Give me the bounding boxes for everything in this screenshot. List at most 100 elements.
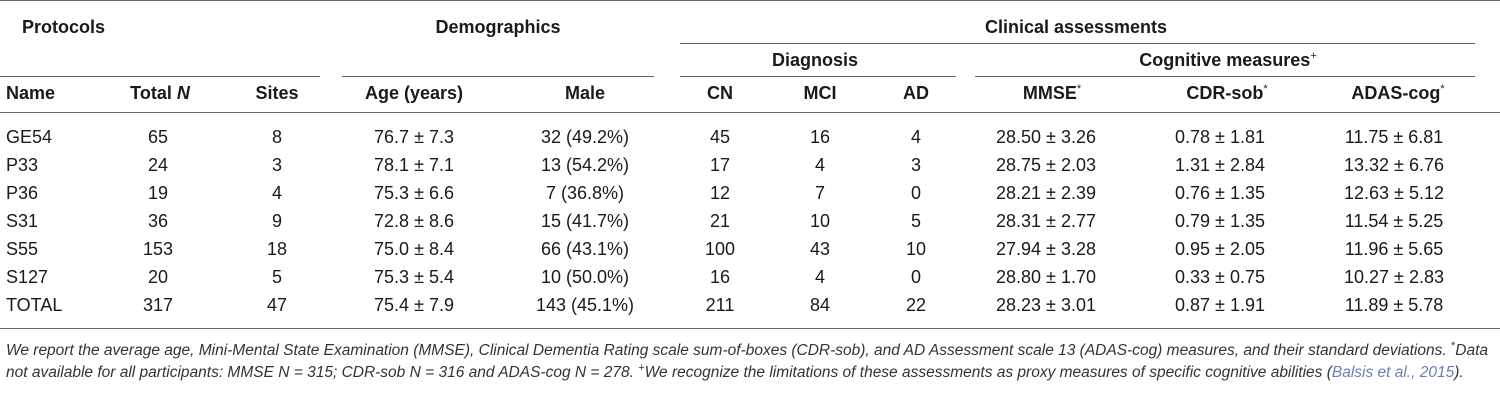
- protocols-rule: [0, 76, 320, 77]
- cell-cn: 16: [709, 267, 731, 287]
- subgroup-header-cognitive: Cognitive measures+: [1139, 49, 1317, 71]
- cognitive-rule: [975, 76, 1475, 77]
- cell-age: 75.3 ± 6.6: [374, 183, 454, 203]
- cell-male: 66 (43.1%): [540, 239, 630, 259]
- footnote-star-mark: *: [1450, 339, 1456, 352]
- cell-mci: 84: [809, 295, 831, 315]
- cell-ad: 5: [910, 211, 922, 231]
- cell-mci: 43: [809, 239, 831, 259]
- cdr-star-mark: *: [1263, 83, 1268, 95]
- cell-name: S127: [6, 267, 49, 287]
- cell-male: 13 (54.2%): [540, 155, 630, 175]
- cell-cn: 12: [709, 183, 731, 203]
- cell-total: 317: [142, 295, 174, 315]
- cell-name: P36: [6, 183, 39, 203]
- cell-total: 19: [147, 183, 169, 203]
- table-row: P33 24 3 78.1 ± 7.1 13 (54.2%) 17 4 3 28…: [0, 154, 1500, 182]
- cell-cn: 21: [709, 211, 731, 231]
- table-row: P36 19 4 75.3 ± 6.6 7 (36.8%) 12 7 0 28.…: [0, 182, 1500, 210]
- cdr-label: CDR-sob: [1186, 83, 1264, 103]
- table-row: GE54 65 8 76.7 ± 7.3 32 (49.2%) 45 16 4 …: [0, 126, 1500, 154]
- cell-total: 65: [147, 127, 169, 147]
- cell-mci: 4: [814, 155, 826, 175]
- cell-mmse: 28.31 ± 2.77: [996, 211, 1096, 231]
- cell-cdr: 0.78 ± 1.81: [1175, 127, 1265, 147]
- cell-adas: 13.32 ± 6.76: [1344, 155, 1444, 175]
- cell-mci: 4: [814, 267, 826, 287]
- col-header-cdr: CDR-sob*: [1186, 82, 1267, 104]
- cell-name: S31: [6, 211, 39, 231]
- cell-ad: 3: [910, 155, 922, 175]
- table-row-total: TOTAL 317 47 75.4 ± 7.9 143 (45.1%) 211 …: [0, 294, 1500, 322]
- cognitive-plus-mark: +: [1310, 50, 1317, 62]
- col-header-adas: ADAS-cog*: [1351, 82, 1444, 104]
- cell-sites: 18: [266, 239, 288, 259]
- cell-sites: 3: [271, 155, 283, 175]
- table-top-rule: [0, 0, 1500, 1]
- cell-cn: 211: [705, 295, 735, 315]
- header-bottom-rule: [0, 112, 1500, 113]
- cell-adas: 10.27 ± 2.83: [1344, 267, 1444, 287]
- cell-total: 36: [147, 211, 169, 231]
- adas-label: ADAS-cog: [1351, 83, 1441, 103]
- cell-cdr: 0.33 ± 0.75: [1175, 267, 1265, 287]
- mmse-label: MMSE: [1022, 83, 1077, 103]
- cell-name: S55: [6, 239, 39, 259]
- col-header-mci: MCI: [803, 83, 837, 103]
- cell-ad: 0: [910, 183, 922, 203]
- footnote-plus-mark: +: [638, 361, 645, 374]
- citation-link[interactable]: Balsis et al., 2015: [1331, 364, 1455, 381]
- cell-age: 75.3 ± 5.4: [374, 267, 454, 287]
- cell-cdr: 0.79 ± 1.35: [1175, 211, 1265, 231]
- cell-total: 20: [147, 267, 169, 287]
- cell-sites: 4: [271, 183, 283, 203]
- col-header-cn: CN: [707, 83, 733, 103]
- cell-mmse: 28.21 ± 2.39: [996, 183, 1096, 203]
- footnote-text-1: We report the average age, Mini-Mental S…: [6, 342, 1451, 359]
- cell-male: 32 (49.2%): [540, 127, 630, 147]
- cell-mmse: 28.80 ± 1.70: [996, 267, 1096, 287]
- cell-mci: 10: [809, 211, 831, 231]
- cell-adas: 11.89 ± 5.78: [1344, 295, 1444, 315]
- footnote-text-3: We recognize the limitations of these as…: [644, 364, 1332, 381]
- table-footnote: We report the average age, Mini-Mental S…: [6, 340, 1494, 384]
- cell-sites: 8: [271, 127, 283, 147]
- cell-ad: 4: [910, 127, 922, 147]
- total-n-label: N: [176, 83, 190, 103]
- cell-cn: 17: [709, 155, 731, 175]
- subgroup-header-diagnosis: Diagnosis: [771, 50, 859, 70]
- cell-adas: 12.63 ± 5.12: [1344, 183, 1444, 203]
- cell-sites: 47: [266, 295, 288, 315]
- cell-adas: 11.54 ± 5.25: [1344, 211, 1444, 231]
- adas-star-mark: *: [1440, 83, 1445, 95]
- col-header-mmse: MMSE*: [1023, 82, 1081, 104]
- group-header-demographics: Demographics: [435, 17, 561, 37]
- mmse-star-mark: *: [1076, 83, 1082, 95]
- cell-sites: 5: [271, 267, 283, 287]
- demographics-rule: [342, 76, 654, 77]
- table-bottom-rule: [0, 328, 1500, 329]
- cell-male: 10 (50.0%): [540, 267, 630, 287]
- table-row: S31 36 9 72.8 ± 8.6 15 (41.7%) 21 10 5 2…: [0, 210, 1500, 238]
- cell-name: TOTAL: [6, 295, 63, 315]
- cell-cdr: 0.87 ± 1.91: [1175, 295, 1265, 315]
- cell-mci: 16: [809, 127, 831, 147]
- cell-mmse: 27.94 ± 3.28: [996, 239, 1096, 259]
- cell-mmse: 28.75 ± 2.03: [996, 155, 1096, 175]
- cell-cdr: 1.31 ± 2.84: [1175, 155, 1265, 175]
- col-header-male: Male: [564, 83, 606, 103]
- cell-name: GE54: [6, 127, 53, 147]
- cell-adas: 11.96 ± 5.65: [1344, 239, 1444, 259]
- cell-ad: 10: [905, 239, 927, 259]
- cell-male: 143 (45.1%): [535, 295, 635, 315]
- table-row: S127 20 5 75.3 ± 5.4 10 (50.0%) 16 4 0 2…: [0, 266, 1500, 294]
- cell-ad: 22: [905, 295, 927, 315]
- col-header-ad: AD: [903, 83, 929, 103]
- clinical-rule: [680, 43, 1475, 44]
- cell-mmse: 28.50 ± 3.26: [996, 127, 1096, 147]
- cell-male: 7 (36.8%): [545, 183, 625, 203]
- group-header-protocols: Protocols: [22, 17, 106, 37]
- cell-cn: 45: [709, 127, 731, 147]
- cell-mmse: 28.23 ± 3.01: [996, 295, 1096, 315]
